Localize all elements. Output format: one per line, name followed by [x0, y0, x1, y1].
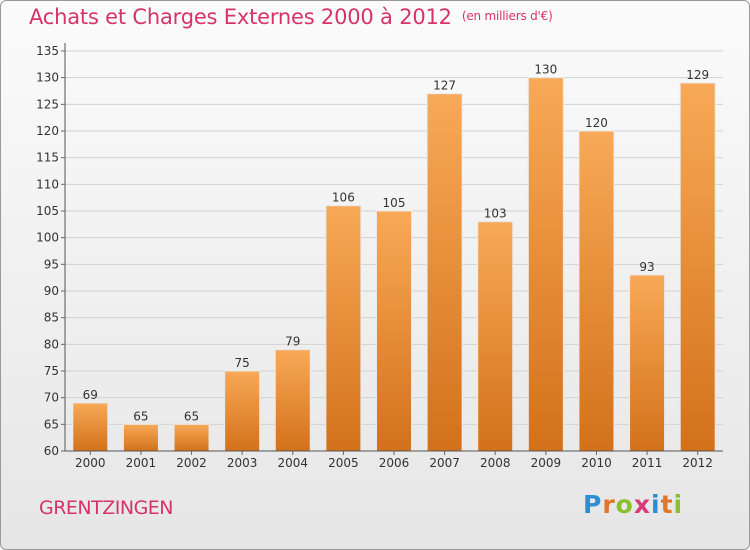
data-labels: 69 65 65 75 79 106 105 127 103 130 120 93 129: [83, 63, 709, 424]
logo-letter: i: [673, 490, 684, 519]
x-tick-label-2008: 2008: [480, 456, 511, 470]
logo-letter: P: [583, 490, 603, 519]
y-tick-label: 95: [44, 257, 59, 271]
bar-2009: [527, 77, 564, 452]
x-tick-label-2000: 2000: [75, 456, 106, 470]
data-label-2011: 93: [639, 260, 654, 274]
x-tick-label-2012: 2012: [682, 456, 713, 470]
logo-letter: x: [633, 490, 651, 519]
x-tick-label-2006: 2006: [379, 456, 410, 470]
y-tick-label: 60: [44, 444, 59, 458]
logo-letter: r: [602, 490, 616, 519]
unit-label: (en milliers d'€): [461, 9, 553, 23]
logo-letter: i: [651, 490, 661, 519]
bar-2007: [426, 93, 463, 452]
data-label-2006: 105: [383, 196, 406, 210]
x-tick-label-2011: 2011: [632, 456, 663, 470]
y-tick-label: 135: [36, 44, 59, 58]
x-tick-label-2004: 2004: [277, 456, 308, 470]
y-tick-label: 65: [44, 417, 59, 431]
data-label-2012: 129: [686, 68, 709, 82]
y-tick-label: 80: [44, 337, 59, 351]
data-label-2003: 75: [235, 356, 250, 370]
chart-title: Achats et Charges Externes 2000 à 2012 (e…: [29, 5, 553, 29]
bar-2002: [173, 423, 210, 452]
data-label-2001: 65: [133, 409, 148, 423]
y-tick-label: 105: [36, 204, 59, 218]
data-label-2005: 106: [332, 191, 355, 205]
bar-2005: [325, 205, 362, 452]
y-tick-label: 130: [36, 71, 59, 85]
data-label-2009: 130: [534, 63, 557, 77]
bar-2008: [477, 221, 514, 452]
place-name: GRENTZINGEN: [39, 497, 174, 519]
y-tick-label: 100: [36, 231, 59, 245]
logo-letter: o: [615, 490, 634, 519]
x-axis-ticks: 2000 2001 2002 2003 2004 2005 2006 2007 2008 2009…: [75, 451, 713, 470]
y-tick-label: 115: [36, 151, 59, 165]
y-tick-label: 125: [36, 97, 59, 111]
data-label-2004: 79: [285, 335, 300, 349]
x-tick-label-2009: 2009: [531, 456, 562, 470]
data-label-2010: 120: [585, 116, 608, 130]
bar-2006: [376, 210, 412, 452]
x-tick-label-2001: 2001: [126, 456, 157, 470]
data-label-2002: 65: [184, 409, 199, 423]
y-tick-label: 120: [36, 124, 59, 138]
x-tick-label-2002: 2002: [176, 456, 207, 470]
y-tick-label: 75: [44, 364, 59, 378]
y-tick-label: 90: [44, 284, 59, 298]
bar-2004: [274, 349, 311, 452]
x-tick-label-2010: 2010: [581, 456, 612, 470]
bar-2010: [578, 130, 615, 452]
data-label-2000: 69: [83, 388, 98, 402]
x-tick-label-2005: 2005: [328, 456, 359, 470]
y-tick-label: 85: [44, 311, 59, 325]
proxiti-logo: Proxiti: [583, 490, 683, 519]
bar-2000: [72, 402, 109, 452]
x-tick-label-2003: 2003: [227, 456, 258, 470]
axes: [64, 43, 723, 452]
bar-2001: [122, 423, 159, 452]
logo-letter: t: [660, 490, 674, 519]
bar-2011: [629, 274, 666, 452]
x-tick-label-2007: 2007: [429, 456, 460, 470]
y-tick-label: 70: [44, 391, 59, 405]
data-label-2008: 103: [484, 207, 507, 221]
y-axis-ticks: 60 65 70 75 80 85 90 95 100 105 110 115 120 125 130 135: [36, 44, 65, 458]
data-label-2007: 127: [433, 79, 456, 93]
bar-2012: [679, 82, 716, 452]
y-tick-label: 110: [36, 177, 59, 191]
title-text: Achats et Charges Externes 2000 à 2012: [29, 5, 452, 29]
bar-2003: [224, 370, 261, 452]
